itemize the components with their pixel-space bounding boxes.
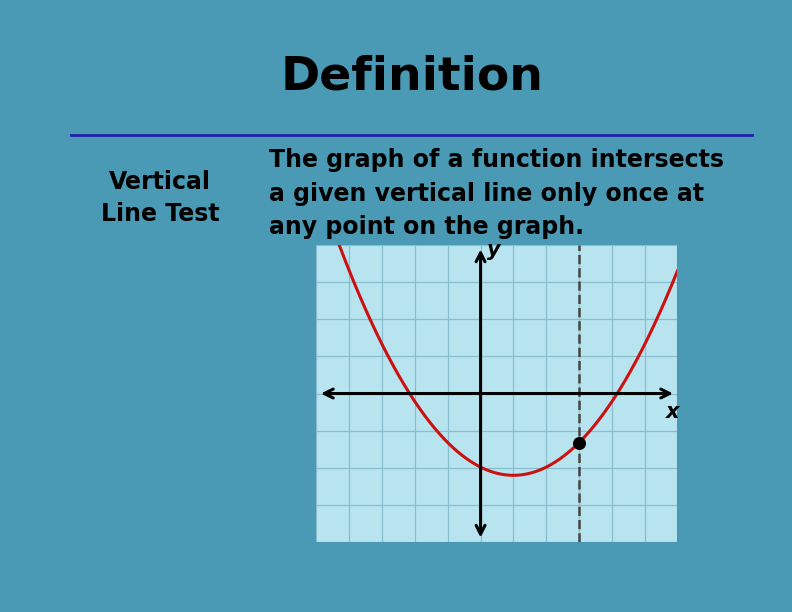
Point (573, 438, 585, 447)
Text: The graph of a function intersects
a given vertical line only once at
any point : The graph of a function intersects a giv… (268, 148, 724, 239)
Text: Vertical
Line Test: Vertical Line Test (101, 170, 219, 226)
Text: Definition: Definition (280, 54, 543, 99)
Text: y: y (487, 241, 501, 260)
Text: x: x (666, 402, 680, 422)
